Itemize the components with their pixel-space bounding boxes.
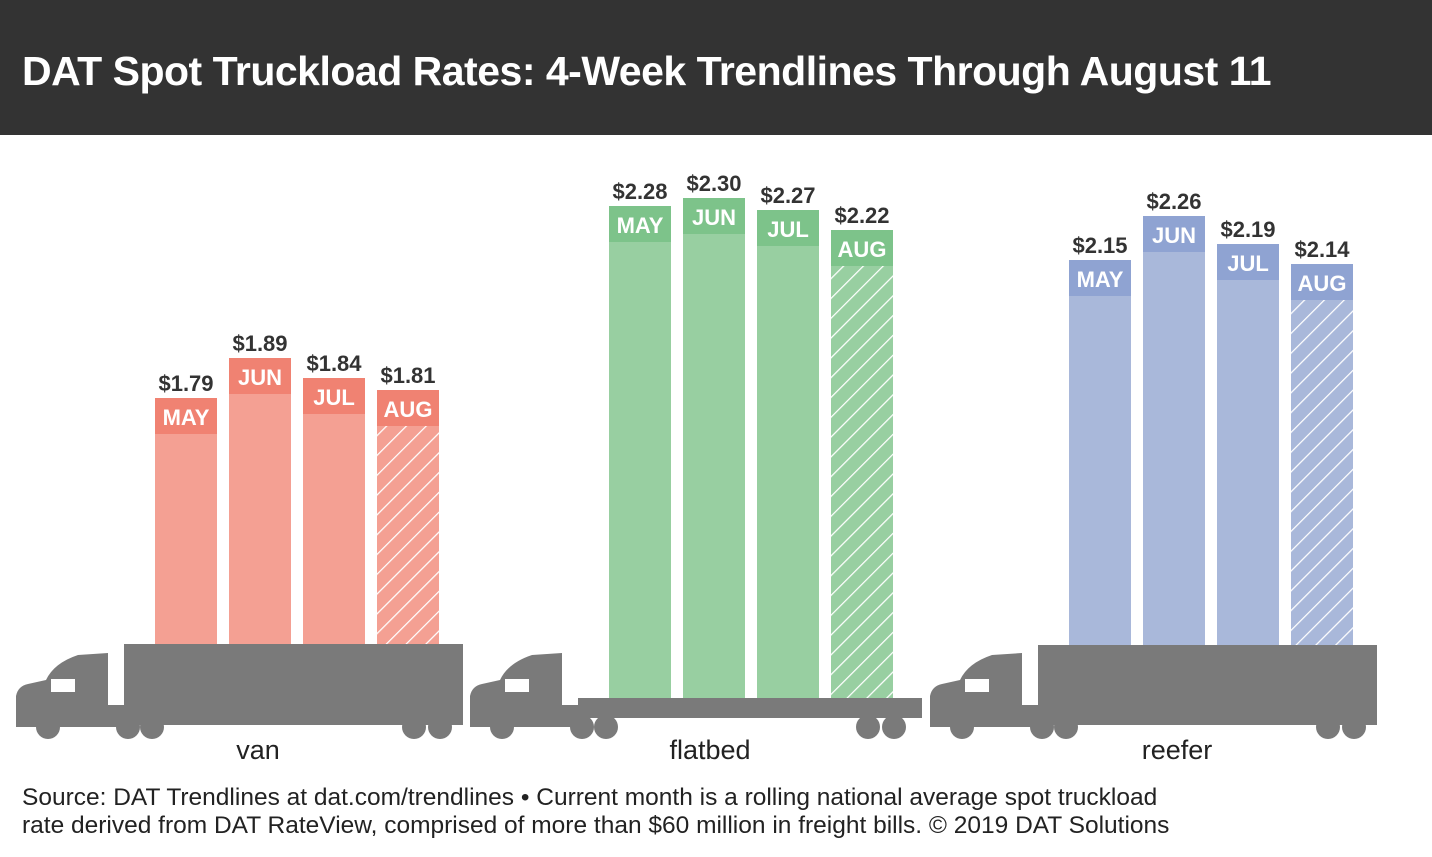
wheel bbox=[1054, 715, 1078, 739]
flatbed-deck bbox=[578, 698, 922, 718]
bar-flatbed-aug bbox=[831, 230, 893, 698]
group-label-van: van bbox=[236, 735, 280, 765]
wheel bbox=[490, 715, 514, 739]
wheel bbox=[570, 715, 594, 739]
wheel bbox=[1030, 715, 1054, 739]
wheel bbox=[856, 715, 880, 739]
wheel bbox=[950, 715, 974, 739]
month-label: MAY bbox=[163, 405, 210, 430]
value-label: $2.27 bbox=[760, 183, 815, 208]
bar-month-band bbox=[683, 198, 745, 234]
group-van: MAY $1.79 JUN $1.89 JUL $1.84 AUG $1.81 van bbox=[16, 331, 463, 765]
value-label: $2.19 bbox=[1220, 217, 1275, 242]
cab-window bbox=[51, 679, 75, 692]
wheel bbox=[882, 715, 906, 739]
bar-month-band bbox=[377, 390, 439, 426]
month-label: MAY bbox=[1077, 267, 1124, 292]
bar-month-band bbox=[757, 210, 819, 246]
flatbed-truck-icon bbox=[470, 653, 922, 739]
bar-reefer-jul bbox=[1217, 244, 1279, 645]
reefer-truck-icon bbox=[930, 645, 1377, 739]
group-label-flatbed: flatbed bbox=[669, 735, 750, 765]
cab-window bbox=[965, 679, 989, 692]
group-reefer: MAY $2.15 JUN $2.26 JUL $2.19 AUG $2.14 reefer bbox=[930, 189, 1377, 765]
month-label: MAY bbox=[617, 213, 664, 238]
wheel bbox=[402, 715, 426, 739]
bar-flatbed-may bbox=[609, 206, 671, 698]
bar-van-may bbox=[155, 398, 217, 644]
footnote-line-2: rate derived from DAT RateView, comprise… bbox=[22, 812, 1170, 839]
bar-flatbed-jun bbox=[683, 198, 745, 698]
bar-month-band bbox=[1143, 216, 1205, 252]
trailer-box bbox=[124, 644, 463, 725]
bar-month-band bbox=[831, 230, 893, 266]
cab-window bbox=[505, 679, 529, 692]
bar-reefer-aug bbox=[1291, 264, 1353, 645]
month-label: JUN bbox=[238, 365, 282, 390]
wheel bbox=[1316, 715, 1340, 739]
month-label: JUN bbox=[1152, 223, 1196, 248]
value-label: $1.84 bbox=[306, 351, 362, 376]
wheel bbox=[116, 715, 140, 739]
wheel bbox=[428, 715, 452, 739]
bar-month-band bbox=[609, 206, 671, 242]
month-label: AUG bbox=[1298, 271, 1347, 296]
month-label: JUN bbox=[692, 205, 736, 230]
chart-title: DAT Spot Truckload Rates: 4-Week Trendli… bbox=[22, 48, 1272, 94]
bar-van-aug bbox=[377, 390, 439, 644]
title-bar: DAT Spot Truckload Rates: 4-Week Trendli… bbox=[0, 0, 1432, 135]
bar-month-band bbox=[229, 358, 291, 394]
value-label: $2.26 bbox=[1146, 189, 1201, 214]
value-label: $1.89 bbox=[232, 331, 287, 356]
bar-month-band bbox=[303, 378, 365, 414]
wheel bbox=[1342, 715, 1366, 739]
bar-flatbed-jul bbox=[757, 210, 819, 698]
group-flatbed: MAY $2.28 JUN $2.30 JUL $2.27 AUG $2.22 flatbed bbox=[470, 171, 922, 765]
group-label-reefer: reefer bbox=[1142, 735, 1213, 765]
value-label: $1.79 bbox=[158, 371, 213, 396]
month-label: AUG bbox=[384, 397, 433, 422]
month-label: JUL bbox=[313, 385, 355, 410]
month-label: AUG bbox=[838, 237, 887, 262]
value-label: $1.81 bbox=[380, 363, 435, 388]
bar-reefer-jun bbox=[1143, 216, 1205, 645]
bar-month-band bbox=[1291, 264, 1353, 300]
wheel bbox=[36, 715, 60, 739]
trailer-box bbox=[1038, 645, 1377, 725]
month-label: JUL bbox=[1227, 251, 1269, 276]
bar-van-jun bbox=[229, 358, 291, 644]
value-label: $2.30 bbox=[686, 171, 741, 196]
value-label: $2.14 bbox=[1294, 237, 1350, 262]
value-label: $2.28 bbox=[612, 179, 667, 204]
month-label: JUL bbox=[767, 217, 809, 242]
bar-month-band bbox=[1217, 244, 1279, 280]
bar-van-jul bbox=[303, 378, 365, 644]
bar-reefer-may bbox=[1069, 260, 1131, 645]
value-label: $2.22 bbox=[834, 203, 889, 228]
value-label: $2.15 bbox=[1072, 233, 1127, 258]
wheel bbox=[140, 715, 164, 739]
footnote-line-1: Source: DAT Trendlines at dat.com/trendl… bbox=[22, 784, 1158, 811]
bar-month-band bbox=[1069, 260, 1131, 296]
wheel bbox=[594, 715, 618, 739]
bar-month-band bbox=[155, 398, 217, 434]
van-truck-icon bbox=[16, 644, 463, 739]
